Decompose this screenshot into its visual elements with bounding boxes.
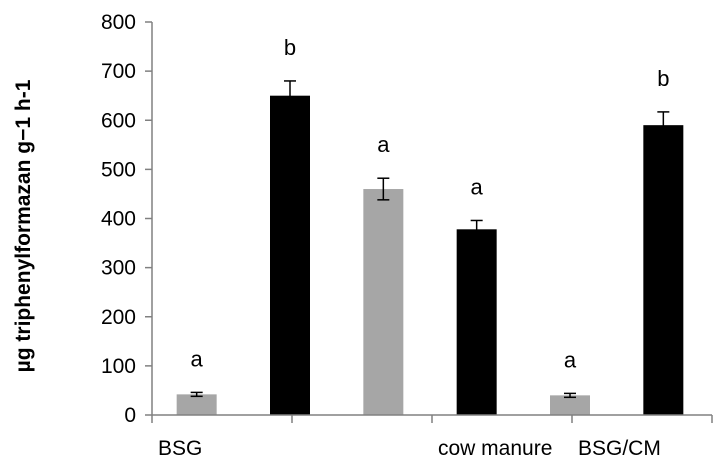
y-tick-label: 100 [101,355,136,378]
bar [176,394,217,415]
bar [363,189,404,415]
significance-label: a [191,346,204,371]
y-tick-label: 200 [101,306,136,329]
error-bars [190,80,670,399]
bar [550,395,590,415]
significance-label: a [564,347,577,372]
bar [643,125,684,415]
y-axis-title-group: µg triphenylformazan g−1 h-1 [12,79,35,372]
significance-label: a [377,132,390,157]
significance-label: b [657,66,669,91]
significance-label: a [471,174,484,199]
y-tick-label: 400 [101,208,136,231]
significance-label: b [284,35,296,60]
y-tick-label: 0 [124,404,136,427]
bar [456,229,497,415]
bar-series [176,95,684,415]
significance-labels: a b a a a b [191,35,670,372]
x-category-label: cow manure [438,437,552,460]
x-category-label: BSG [158,437,202,460]
y-tick-label: 700 [101,60,136,83]
y-axis-ticks: 0 100 200 300 400 500 600 700 800 [101,11,152,427]
x-category-label: BSG/CM [578,437,661,460]
y-tick-label: 800 [101,11,136,34]
x-axis-categories: BSG cow manure BSG/CM [151,415,713,460]
y-tick-label: 500 [101,158,136,181]
y-tick-label: 600 [101,109,136,132]
bar [270,95,310,415]
y-tick-label: 300 [101,257,136,280]
y-axis-title: µg triphenylformazan g−1 h-1 [12,79,35,372]
